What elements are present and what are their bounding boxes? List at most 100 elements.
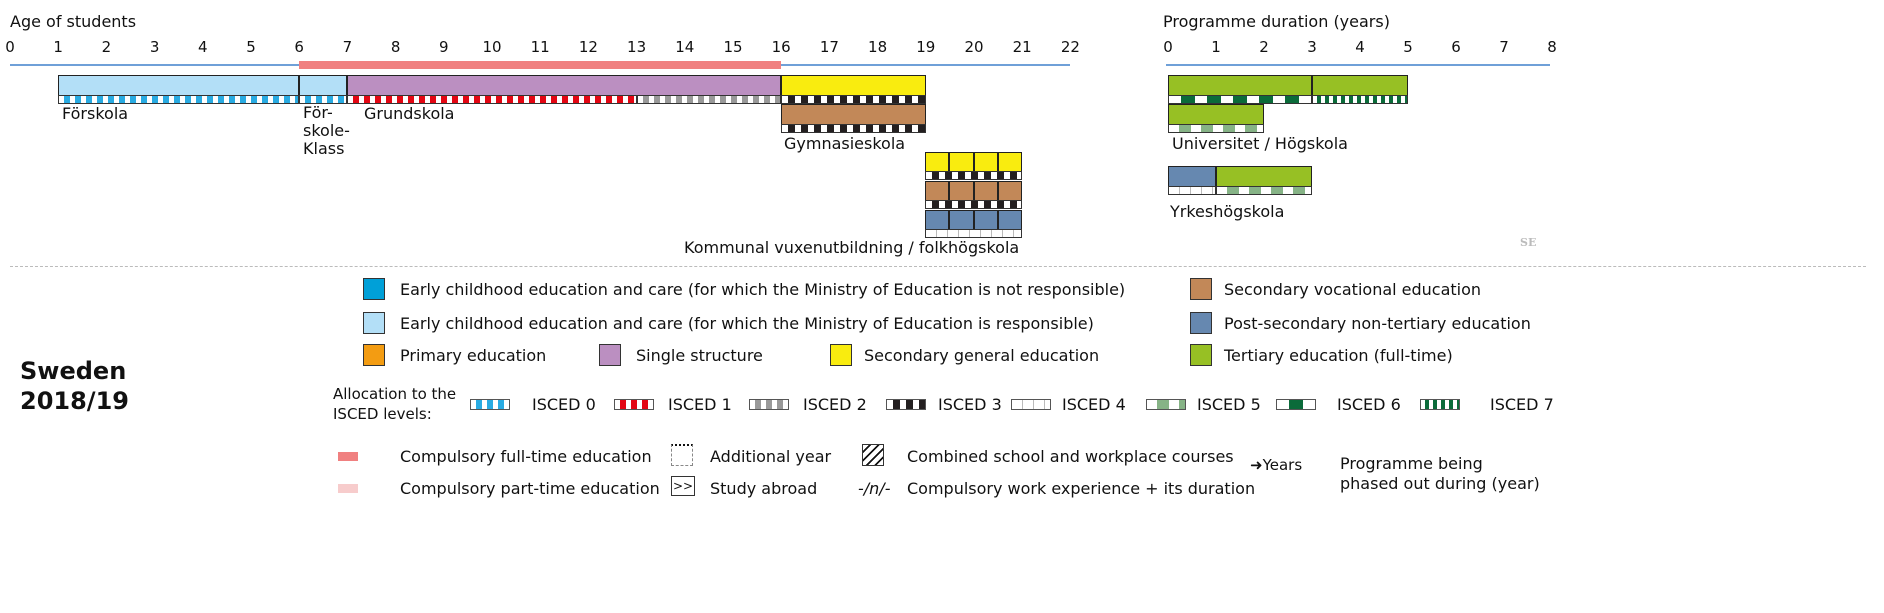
age-tick-label: 14 (675, 38, 695, 56)
duration-axis-line (1166, 64, 1550, 66)
additional-year-icon (671, 444, 693, 466)
isced-pattern (58, 95, 300, 104)
age-axis-title: Age of students (10, 12, 137, 31)
swatch-primary (363, 344, 385, 366)
age-tick-label: 10 (482, 38, 502, 56)
label-gymnasieskola: Gymnasieskola (784, 134, 906, 153)
adult-education-bar (973, 210, 998, 230)
isced-swatch (614, 399, 654, 410)
programme-bar (1168, 75, 1312, 96)
label-line: Programme being (1340, 454, 1483, 473)
age-tick-label: 16 (771, 38, 791, 56)
isced-swatch (749, 399, 789, 410)
duration-tick-label: 4 (1355, 38, 1365, 56)
swatch-post-sec (1190, 312, 1212, 334)
adult-education-bar (949, 210, 974, 230)
country-title: Sweden 2018/19 (20, 356, 129, 416)
years-symbol: Years (1262, 456, 1303, 474)
education-bar (781, 75, 926, 96)
separator (10, 266, 1866, 267)
programme-bar (1168, 104, 1264, 125)
label-yrkeshogskola: Yrkeshögskola (1170, 202, 1285, 221)
programme-bar (1312, 75, 1408, 96)
label-line: För- (303, 103, 333, 122)
isced-pattern (1312, 95, 1408, 104)
legend-post-sec: Post-secondary non-tertiary education (1224, 314, 1531, 333)
swatch-ecec-resp (363, 312, 385, 334)
age-tick-label: 4 (198, 38, 208, 56)
study-abroad-icon: >> (671, 476, 695, 496)
programme-bar (1168, 166, 1216, 187)
legend-work-exp: Compulsory work experience + its duratio… (907, 479, 1256, 498)
isced-legend-label: ISCED 2 (803, 395, 867, 414)
education-bar (347, 75, 782, 96)
isced-pattern (1168, 124, 1264, 133)
country-year: 2018/19 (20, 387, 129, 415)
swatch-single (599, 344, 621, 366)
duration-tick-label: 5 (1403, 38, 1413, 56)
age-tick-label: 5 (246, 38, 256, 56)
age-tick-label: 22 (1060, 38, 1080, 56)
isced-swatch (1011, 399, 1051, 410)
isced-pattern (781, 124, 926, 133)
age-tick-label: 17 (819, 38, 839, 56)
label-forskola: Förskola (62, 104, 129, 123)
isced-legend-label: ISCED 1 (668, 395, 732, 414)
duration-axis-title: Programme duration (years) (1163, 12, 1390, 31)
duration-tick-label: 6 (1451, 38, 1461, 56)
adult-education-bar (925, 181, 950, 201)
adult-education-bar (973, 181, 998, 201)
adult-education-bar (925, 210, 950, 230)
phased-out-icon: ➜Years (1250, 456, 1302, 474)
age-tick-label: 0 (5, 38, 15, 56)
age-tick-label: 3 (149, 38, 160, 56)
legend-comp-full: Compulsory full-time education (400, 447, 652, 466)
isced-pattern (925, 171, 1022, 180)
legend-study-abroad: Study abroad (710, 479, 818, 498)
label-grundskola: Grundskola (364, 104, 455, 123)
adult-education-bar (997, 210, 1023, 230)
compulsory-full-time-bar (299, 61, 782, 69)
isced-swatch (1276, 399, 1316, 410)
duration-tick-label: 7 (1499, 38, 1509, 56)
isced-legend-label: ISCED 6 (1337, 395, 1401, 414)
duration-tick-label: 2 (1259, 38, 1269, 56)
swatch-ecec-not-resp (363, 278, 385, 300)
swatch-comp-part (338, 484, 358, 493)
age-tick-label: 7 (342, 38, 353, 56)
age-tick-label: 21 (1012, 38, 1032, 56)
isced-pattern (299, 95, 348, 104)
legend-single: Single structure (636, 346, 763, 365)
swatch-sec-general (830, 344, 852, 366)
swatch-comp-full (338, 452, 358, 461)
isced-pattern (925, 229, 1022, 238)
combined-courses-icon (862, 444, 884, 466)
label-line: Klass (303, 139, 345, 158)
swatch-tertiary (1190, 344, 1212, 366)
age-tick-label: 6 (294, 38, 304, 56)
isced-swatch (1146, 399, 1186, 410)
isced-pattern (636, 95, 782, 104)
programme-bar (1216, 166, 1312, 187)
age-tick-label: 2 (101, 38, 112, 56)
duration-tick-label: 3 (1307, 38, 1317, 56)
isced-swatch (470, 399, 510, 410)
education-bar (781, 104, 926, 125)
label-universitet: Universitet / Högskola (1172, 134, 1348, 153)
legend-ecec-not-resp: Early childhood education and care (for … (400, 280, 1126, 299)
isced-legend-label: ISCED 0 (532, 395, 596, 414)
age-tick-label: 9 (439, 38, 449, 56)
adult-education-bar (949, 181, 974, 201)
isced-pattern (1168, 95, 1312, 104)
arrow-icon: ➜ (1250, 456, 1263, 474)
isced-swatch (886, 399, 926, 410)
label-line: Allocation to the (333, 385, 457, 403)
label-komvux: Kommunal vuxenutbildning / folkhögskola (684, 238, 1020, 257)
label-line: skole- (303, 121, 350, 140)
legend-ecec-resp: Early childhood education and care (for … (400, 314, 1094, 333)
legend-combined: Combined school and workplace courses (907, 447, 1234, 466)
age-tick-label: 12 (578, 38, 598, 56)
education-bar (58, 75, 300, 96)
age-tick-label: 18 (868, 38, 888, 56)
legend-tertiary: Tertiary education (full-time) (1224, 346, 1453, 365)
